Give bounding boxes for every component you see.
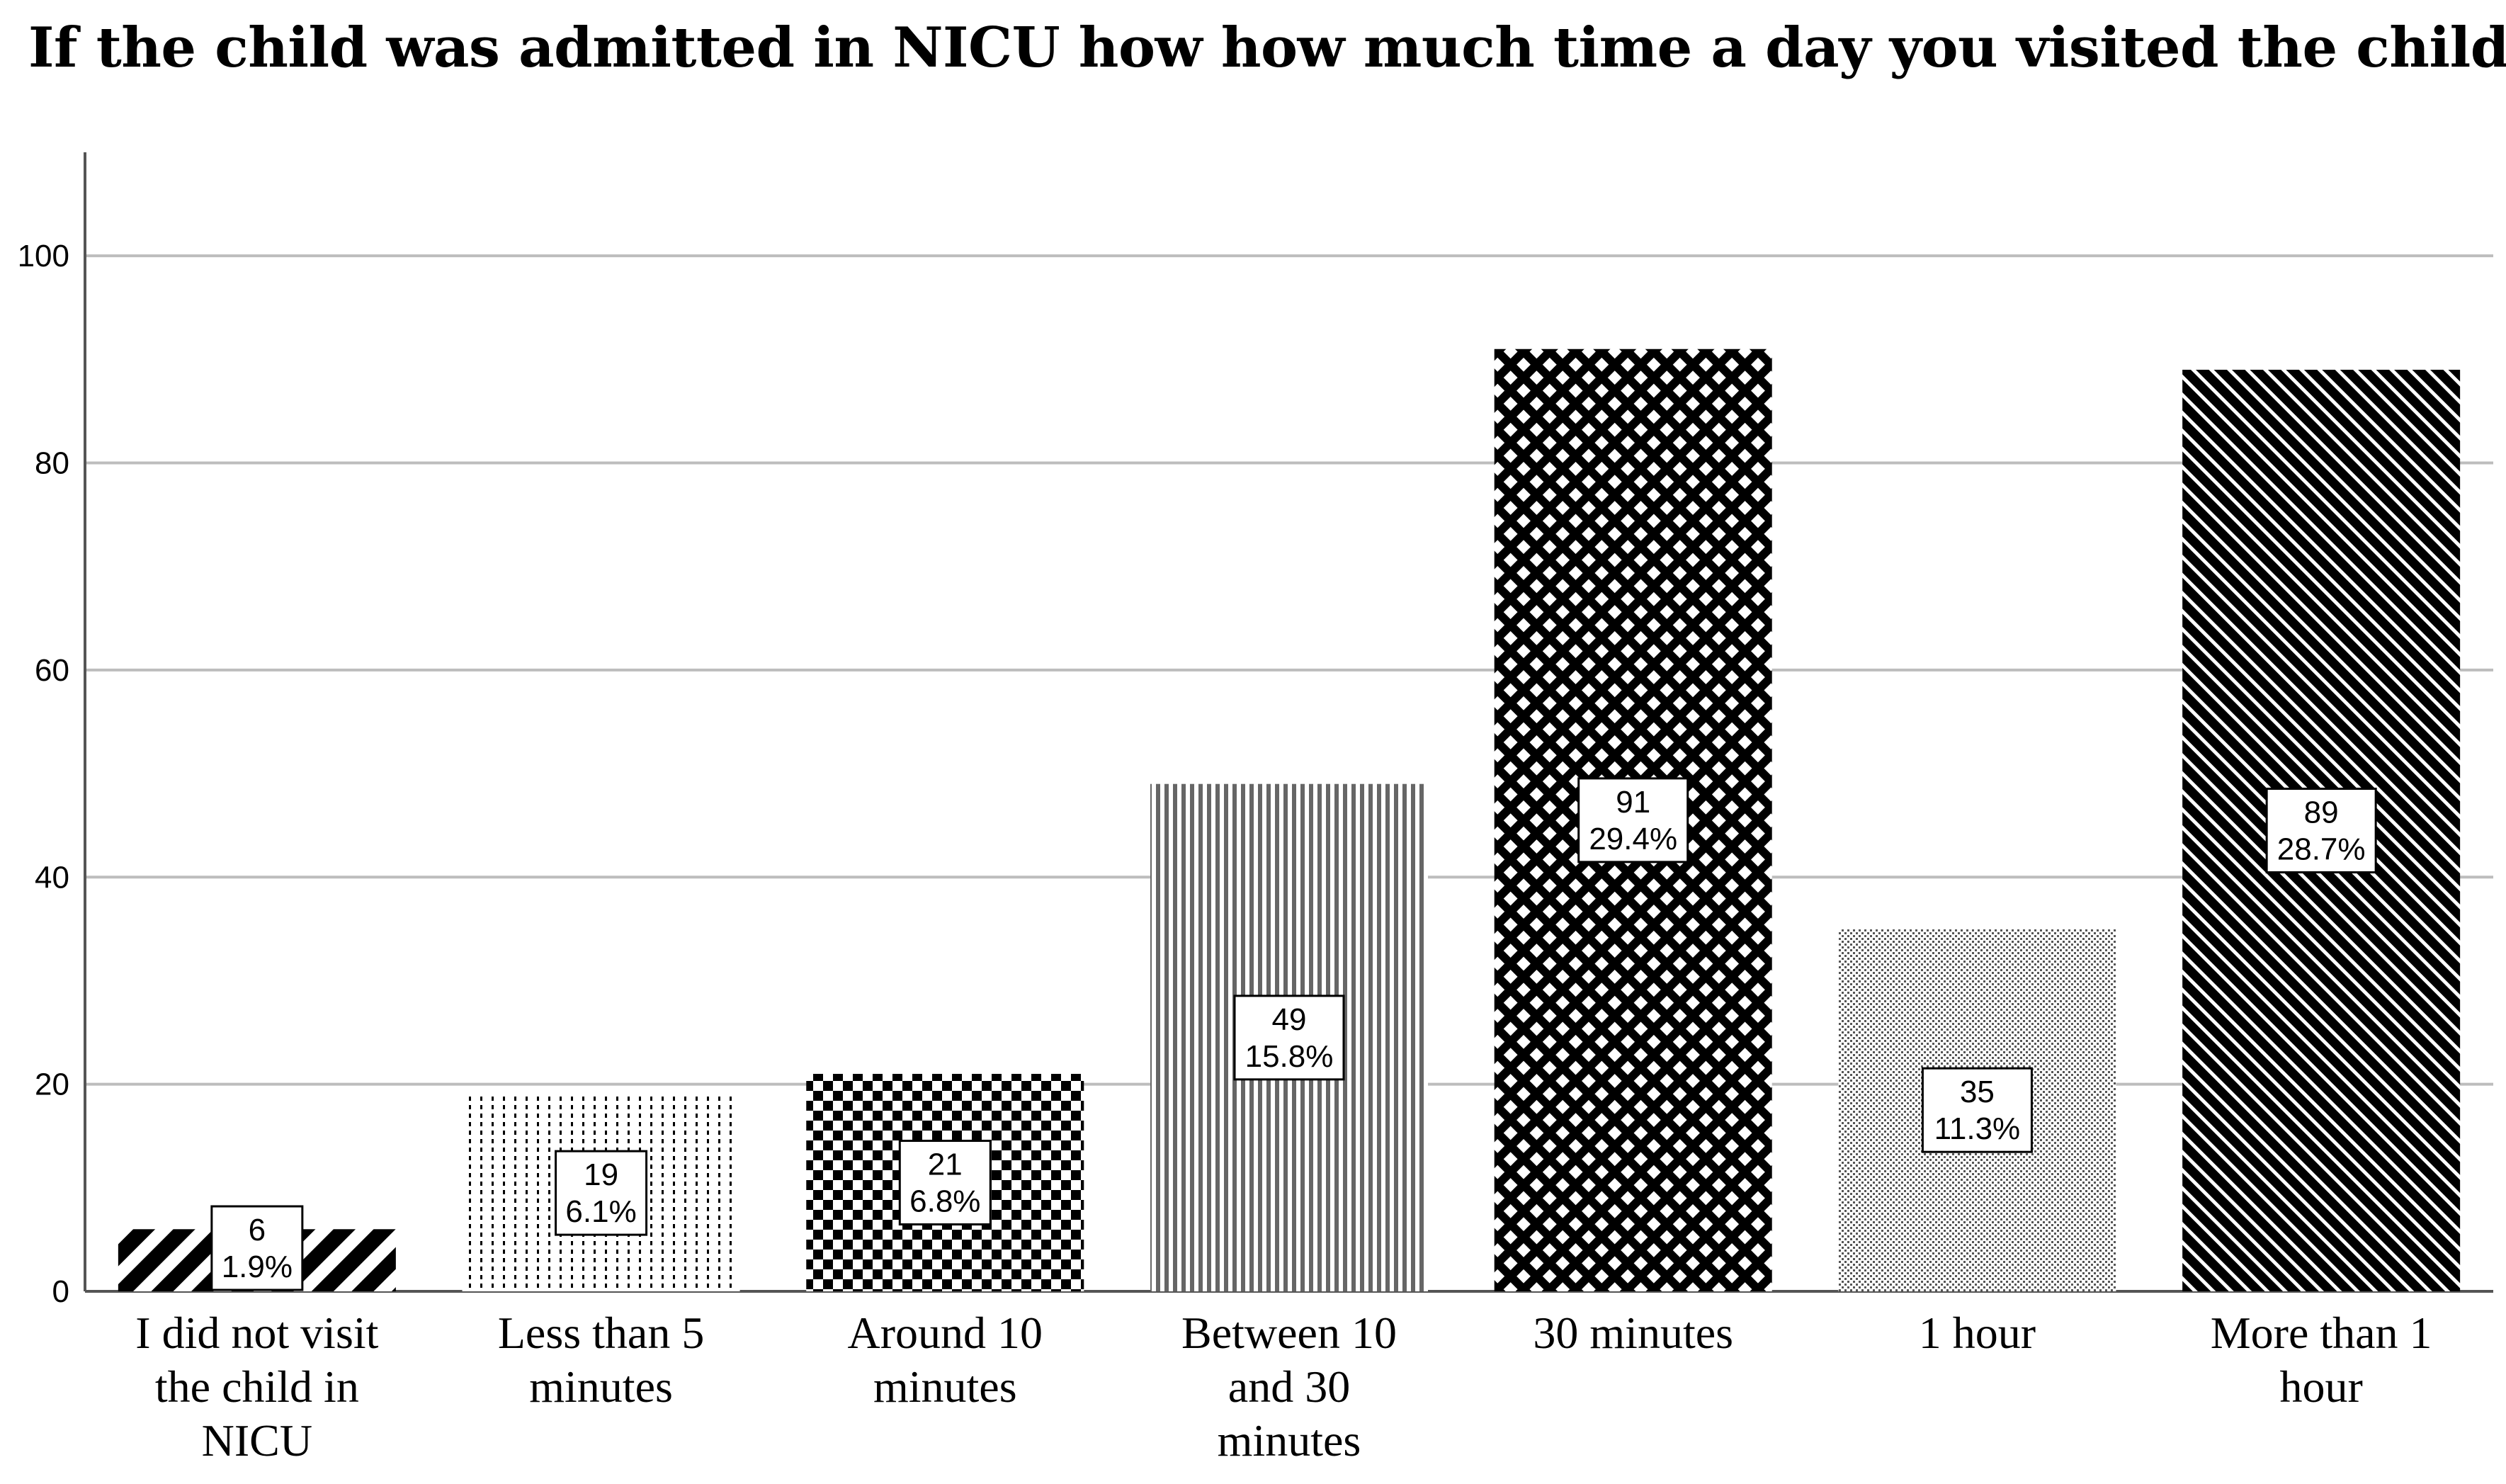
data-label-percent: 29.4%	[1589, 822, 1677, 856]
x-tick-label-line: I did not visit	[135, 1308, 378, 1358]
x-tick-label-line: the child in	[155, 1361, 359, 1412]
y-tick-label: 0	[52, 1274, 69, 1309]
x-tick-label-line: Between 10	[1181, 1308, 1397, 1358]
data-label: 216.8%	[898, 1140, 992, 1226]
data-label: 196.1%	[555, 1150, 648, 1236]
x-tick-label: Between 10 and 30 minutes	[1181, 1308, 1397, 1466]
x-tick-label: 1 hour	[1919, 1308, 2036, 1358]
x-tick-label-line: More than 1	[2211, 1308, 2432, 1358]
data-label-percent: 6.8%	[909, 1184, 980, 1219]
data-label-box	[2265, 787, 2377, 873]
x-tick-label-line: Less than 5	[498, 1308, 705, 1358]
data-label-percent: 6.1%	[565, 1194, 636, 1229]
x-tick-label-line: Around 10	[848, 1308, 1043, 1358]
y-tick-labels: 0 20 40 60 80 100	[18, 239, 69, 1309]
y-tick-label: 80	[35, 446, 69, 481]
y-tick-label: 20	[35, 1067, 69, 1102]
data-label-count: 89	[2304, 795, 2339, 829]
x-tick-label-line: NICU	[202, 1415, 312, 1466]
data-label-count: 49	[1272, 1002, 1307, 1037]
data-label-count: 91	[1616, 785, 1650, 820]
y-tick-label: 60	[35, 653, 69, 688]
y-tick-label: 100	[18, 239, 69, 273]
x-tick-label: Less than 5 minutes	[498, 1308, 705, 1412]
x-tick-label: Around 10 minutes	[848, 1308, 1043, 1412]
data-label-box	[898, 1140, 992, 1226]
y-tick-label: 40	[35, 860, 69, 895]
data-label-percent: 1.9%	[222, 1250, 293, 1284]
data-label-percent: 28.7%	[2277, 832, 2366, 866]
data-label-count: 6	[249, 1213, 266, 1247]
data-label-box	[1233, 995, 1345, 1081]
data-label-count: 35	[1960, 1075, 1995, 1109]
data-label-box	[555, 1150, 648, 1236]
data-label-count: 21	[928, 1148, 963, 1182]
x-tick-label-line: 30 minutes	[1533, 1308, 1733, 1358]
x-tick-labels: I did not visit the child in NICU Less than…	[135, 1308, 2432, 1466]
data-label: 61.9%	[210, 1205, 304, 1291]
x-tick-label-line: and 30	[1228, 1361, 1350, 1412]
x-tick-label-line: minutes	[1218, 1415, 1361, 1466]
bars	[118, 349, 2461, 1291]
x-tick-label: 30 minutes	[1533, 1308, 1733, 1358]
chart-title: If the child was admitted in NICU how ho…	[28, 16, 2506, 80]
data-label-count: 19	[584, 1157, 618, 1192]
data-label-percent: 11.3%	[1934, 1111, 2021, 1146]
data-label-box	[1577, 777, 1689, 863]
x-tick-label-line: 1 hour	[1919, 1308, 2036, 1358]
x-tick-label-line: minutes	[529, 1361, 673, 1412]
x-tick-label: I did not visit the child in NICU	[135, 1308, 378, 1466]
x-tick-label-line: hour	[2279, 1361, 2362, 1412]
data-label-box	[210, 1205, 304, 1291]
x-tick-label-line: minutes	[873, 1361, 1017, 1412]
x-tick-label: More than 1 hour	[2211, 1308, 2432, 1412]
data-label-box	[1921, 1067, 2033, 1153]
data-label-percent: 15.8%	[1245, 1039, 1334, 1074]
